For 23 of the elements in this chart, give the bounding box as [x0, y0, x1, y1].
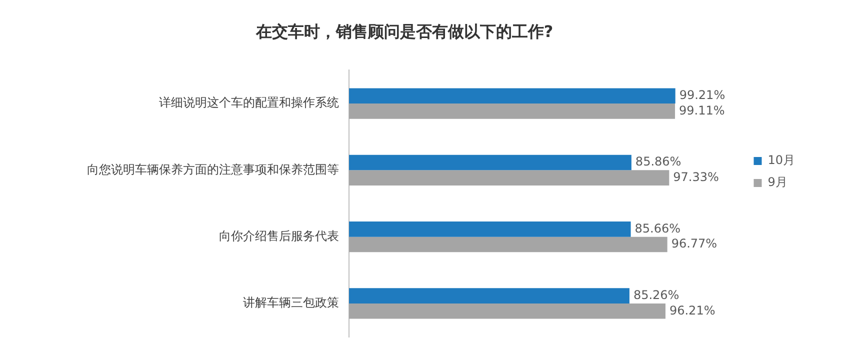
data-label: 96.21%	[669, 303, 716, 318]
bar	[349, 221, 631, 237]
data-label: 97.33%	[673, 170, 719, 184]
chart-title: 在交车时，销售顾问是否有做以下的工作?	[254, 22, 554, 41]
y-tick-label: 讲解车辆三包政策	[243, 296, 339, 310]
data-label: 85.26%	[633, 288, 680, 302]
bar	[349, 303, 666, 319]
y-tick-label: 向您说明车辆保养方面的注意事项和保养范围等	[87, 162, 339, 176]
bar	[349, 154, 632, 170]
data-label: 99.21%	[679, 88, 726, 102]
bar	[349, 236, 668, 252]
y-tick-label: 向你介绍售后服务代表	[219, 228, 339, 243]
bar	[349, 170, 670, 186]
data-label: 85.86%	[635, 154, 682, 169]
bar	[349, 288, 630, 304]
legend-label: 10月	[768, 153, 796, 168]
bar	[349, 104, 676, 119]
y-tick-label: 详细说明这个车的配置和操作系统	[159, 96, 339, 110]
data-label: 85.66%	[634, 221, 681, 236]
data-label: 99.11%	[679, 103, 725, 118]
legend-label: 9月	[768, 175, 788, 190]
bar	[349, 88, 676, 104]
data-label: 96.77%	[671, 236, 718, 251]
